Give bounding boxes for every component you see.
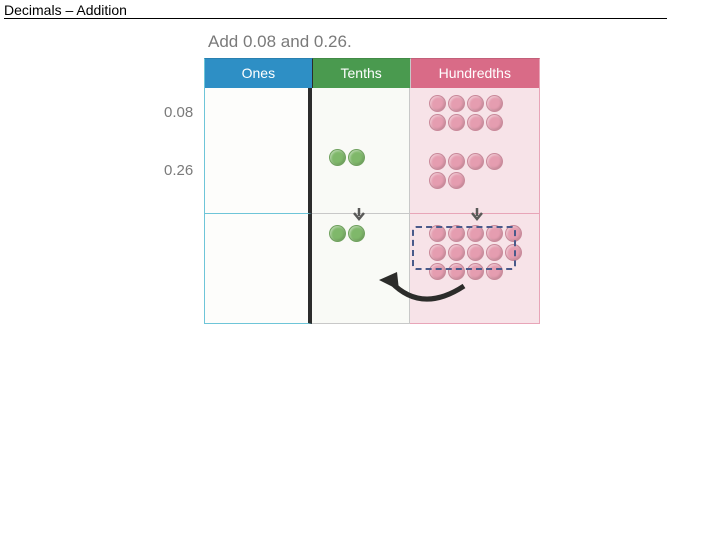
page-title: Decimals – Addition <box>4 2 667 19</box>
row-label: 0.26 <box>164 162 193 179</box>
header-row: OnesTenthsHundredths <box>204 58 540 88</box>
column-header: Ones <box>204 58 313 88</box>
column-header: Hundredths <box>411 58 540 88</box>
diagram-title: Add 0.08 and 0.26. <box>208 32 352 52</box>
body-rows: 0.080.26 <box>204 88 540 324</box>
column-header: Tenths <box>313 58 411 88</box>
place-value-diagram: OnesTenthsHundredths 0.080.26 <box>170 58 540 324</box>
row-label: 0.08 <box>164 104 193 121</box>
